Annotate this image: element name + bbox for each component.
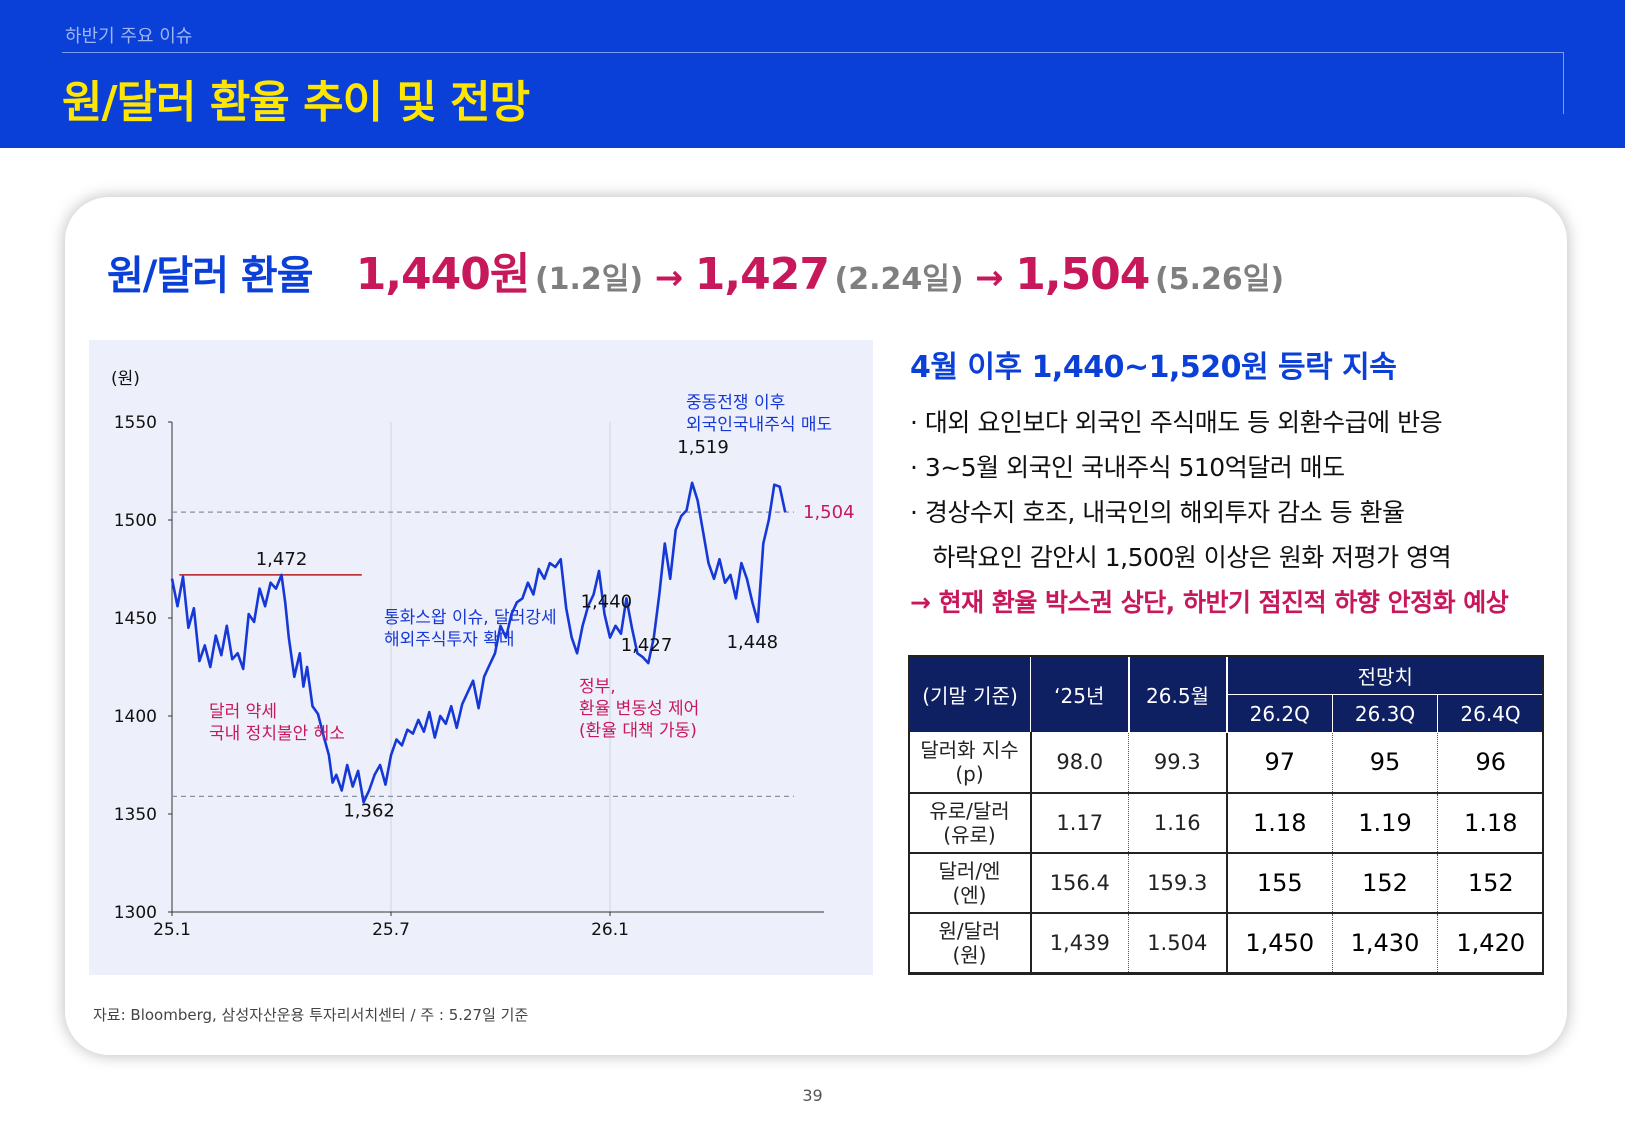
table-row: 달러화 지수 (p) 98.0 99.3 97 95 96 — [909, 732, 1544, 794]
headline-date-2: (2.24일) — [834, 262, 964, 297]
summary-bullet: · 3~5월 외국인 국내주식 510억달러 매도 — [910, 453, 1345, 482]
cell-26-2q: 155 — [1226, 852, 1333, 914]
table-row: 달러/엔 (엔) 156.4 159.3 155 152 152 — [909, 852, 1544, 914]
y-tick-label: 1350 — [114, 805, 157, 825]
cell-26-3q: 95 — [1332, 732, 1438, 794]
table-header-forecast: 전망치 — [1225, 656, 1545, 695]
x-tick-label: 25.7 — [372, 920, 410, 940]
chart-annotation: 정부, — [579, 677, 616, 697]
y-axis-label: (원) — [111, 369, 140, 389]
cell-2025: 98.0 — [1030, 732, 1129, 794]
headline-date-3: (5.26일) — [1155, 262, 1285, 297]
cell-26-3q: 152 — [1332, 852, 1438, 914]
point-label: 1,440 — [581, 592, 633, 613]
cell-2025: 1.17 — [1030, 792, 1129, 854]
cell-26-2q: 1.18 — [1226, 792, 1333, 854]
header-divider — [62, 52, 1564, 53]
point-label: 1,448 — [727, 632, 779, 653]
headline-date-1: (1.2일) — [534, 262, 644, 297]
chart-annotation: 달러 약세 — [209, 702, 277, 722]
row-label: 달러/엔 (엔) — [909, 852, 1032, 914]
headline-value-1: 1,440원 — [355, 249, 531, 300]
summary-bullet: · 대외 요인보다 외국인 주식매도 등 외환수급에 반응 — [910, 408, 1443, 437]
headline-label: 원/달러 환율 — [107, 253, 314, 299]
source-note: 자료: Bloomberg, 삼성자산운용 투자리서치센터 / 주 : 5.27… — [93, 1006, 529, 1024]
y-tick-label: 1550 — [114, 413, 157, 433]
point-label: 1,519 — [677, 437, 729, 458]
summary-bullet: · 경상수지 호조, 내국인의 해외투자 감소 등 환율 — [910, 498, 1405, 527]
cell-may26: 159.3 — [1128, 852, 1228, 914]
point-label: 1,362 — [343, 800, 395, 821]
cell-may26: 1.16 — [1128, 792, 1228, 854]
chart-annotation: (환율 대책 가동) — [579, 721, 697, 741]
forecast-table: (기말 기준) ‘25년 26.5월 전망치 26.2Q 26.3Q 26.4Q… — [909, 656, 1545, 974]
headline-value-3: 1,504 — [1015, 249, 1150, 300]
cell-2025: 156.4 — [1030, 852, 1129, 914]
table-header-may26: 26.5월 — [1128, 656, 1228, 733]
y-tick-label: 1500 — [114, 511, 157, 531]
row-label: 달러화 지수 (p) — [909, 732, 1032, 794]
table-header-26-4q: 26.4Q — [1436, 694, 1545, 733]
row-label: 원/달러 (원) — [909, 912, 1032, 974]
summary-title: 4월 이후 1,440~1,520원 등락 지속 — [910, 350, 1397, 385]
chart-annotation: 환율 변동성 제어 — [579, 699, 699, 719]
page-title: 원/달러 환율 추이 및 전망 — [62, 77, 530, 128]
y-tick-label: 1450 — [114, 609, 157, 629]
cell-26-4q: 152 — [1437, 852, 1544, 914]
summary-conclusion: → 현재 환율 박스권 상단, 하반기 점진적 하향 안정화 예상 — [910, 588, 1509, 617]
fx-chart-panel: (원) 1300 1350 1400 1450 1500 1550 25.1 25.7 26.1 1… — [89, 340, 873, 975]
fx-line-chart: (원) 1300 1350 1400 1450 1500 1550 25.1 25.7 26.1 1… — [111, 369, 855, 940]
table-header-26-2q: 26.2Q — [1226, 694, 1333, 733]
cell-26-3q: 1,430 — [1332, 912, 1438, 974]
fx-series-line — [170, 481, 787, 804]
table-header-2025: ‘25년 — [1030, 656, 1130, 733]
x-tick-label: 25.1 — [153, 920, 191, 940]
x-tick-label: 26.1 — [591, 920, 629, 940]
reference-line-label: 1,504 — [803, 502, 855, 523]
cell-may26: 1.504 — [1128, 912, 1228, 974]
cell-may26: 99.3 — [1128, 732, 1228, 794]
chart-annotation: 통화스왑 이슈, 달러강세 — [384, 608, 557, 628]
row-label: 유로/달러 (유로) — [909, 792, 1032, 854]
headline-value-2: 1,427 — [694, 249, 830, 300]
chart-annotation: 국내 정치불안 해소 — [209, 724, 345, 744]
page-number: 39 — [802, 1086, 823, 1105]
cell-26-4q: 1,420 — [1437, 912, 1544, 974]
chart-annotation: 중동전쟁 이후 — [686, 393, 785, 413]
table-header-26-3q: 26.3Q — [1332, 694, 1438, 733]
table-header-basis: (기말 기준) — [909, 656, 1031, 733]
point-label: 1,427 — [621, 635, 673, 656]
cell-26-2q: 1,450 — [1226, 912, 1333, 974]
point-label: 1,472 — [256, 549, 308, 570]
cell-26-4q: 1.18 — [1437, 792, 1544, 854]
page-header: 하반기 주요 이슈 원/달러 환율 추이 및 전망 — [0, 0, 1625, 148]
section-label: 하반기 주요 이슈 — [65, 26, 193, 47]
cell-26-2q: 97 — [1226, 732, 1333, 794]
table-row: 유로/달러 (유로) 1.17 1.16 1.18 1.19 1.18 — [909, 792, 1544, 854]
cell-26-4q: 96 — [1437, 732, 1544, 794]
table-row: 원/달러 (원) 1,439 1.504 1,450 1,430 1,420 — [909, 912, 1544, 974]
chart-annotation: 해외주식투자 확대 — [384, 630, 515, 650]
cell-26-3q: 1.19 — [1332, 792, 1438, 854]
cell-2025: 1,439 — [1030, 912, 1129, 974]
chart-annotation: 외국인국내주식 매도 — [686, 415, 832, 435]
y-tick-label: 1400 — [114, 707, 157, 727]
y-tick-label: 1300 — [114, 903, 157, 923]
header-divider-vertical — [1563, 52, 1564, 114]
arrow-icon: → — [975, 258, 1004, 298]
headline: 원/달러 환율 1,440원 (1.2일) → 1,427 (2.24일) → … — [107, 238, 1284, 302]
summary-bullet: 하락요인 감안시 1,500원 이상은 원화 저평가 영역 — [910, 543, 1452, 572]
arrow-icon: → — [654, 258, 684, 298]
